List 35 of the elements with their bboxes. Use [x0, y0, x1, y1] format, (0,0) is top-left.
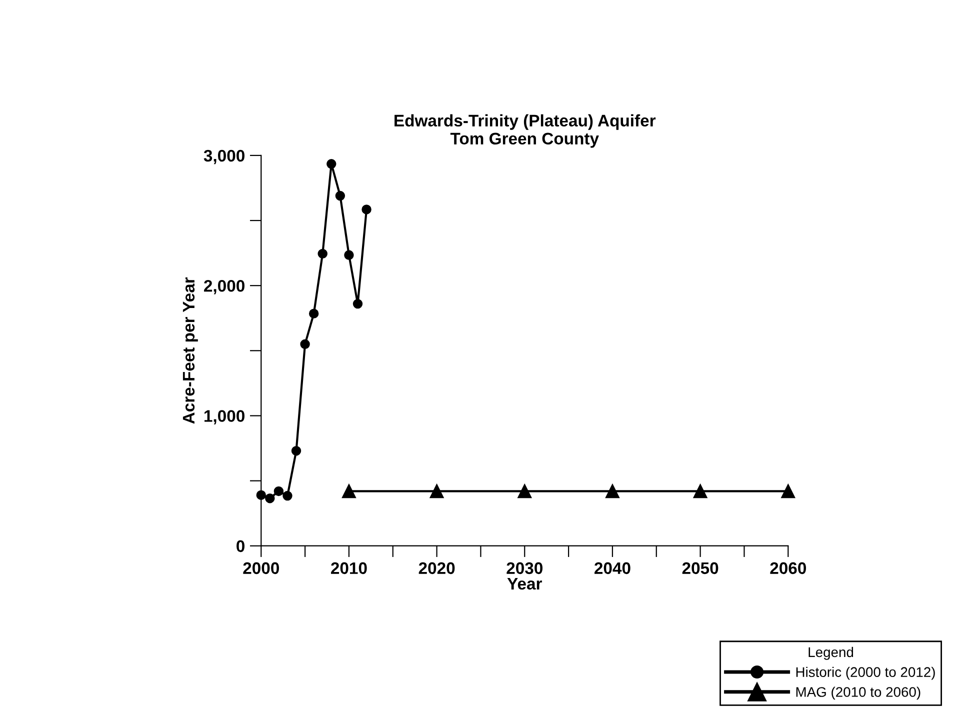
point: [344, 250, 354, 260]
point: [308, 308, 319, 318]
y-axis-title: Acre-Feet per Year: [182, 277, 198, 424]
point: [300, 339, 310, 350]
point: [326, 159, 336, 169]
point: [606, 484, 620, 498]
x-tick-label: 2000: [243, 562, 279, 574]
legend-title: Legend: [808, 646, 854, 660]
point: [291, 446, 302, 456]
x-axis-title: Year: [507, 578, 542, 590]
y-tick-label: 0: [236, 540, 244, 552]
point: [518, 484, 532, 498]
x-tick-label: 2030: [506, 562, 542, 574]
point: [430, 484, 444, 498]
y-tick-label: 1,000: [204, 410, 244, 424]
point: [362, 204, 372, 214]
x-tick-label: 2020: [418, 562, 455, 574]
point: [335, 190, 346, 201]
chart-title: Edwards-Trinity (Plateau) Aquifer Tom Green County: [394, 114, 656, 148]
x-tick-label: 2010: [331, 562, 367, 574]
point: [352, 298, 363, 309]
y-tick-label: 2,000: [204, 280, 244, 294]
legend-label: MAG (2010 to 2060): [796, 686, 920, 700]
point: [318, 248, 328, 259]
point: [265, 494, 275, 504]
point: [693, 484, 708, 498]
x-tick-label: 2040: [594, 562, 630, 574]
y-tick-label: 3,000: [204, 150, 244, 164]
x-tick-label: 2050: [682, 562, 718, 574]
point: [274, 486, 284, 496]
point: [282, 490, 292, 501]
point: [781, 484, 796, 498]
legend-label: Historic (2000 to 2012): [796, 666, 935, 680]
point: [342, 484, 356, 498]
x-tick-label: 2060: [770, 562, 806, 574]
